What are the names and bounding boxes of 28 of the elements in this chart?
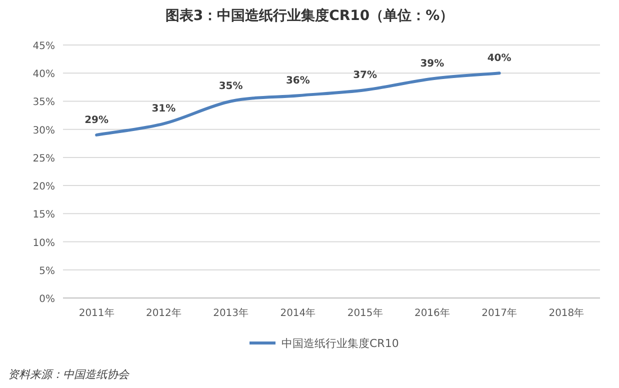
- data-label: 29%: [84, 114, 109, 126]
- x-tick-label: 2018年: [548, 307, 584, 319]
- legend-label: 中国造纸行业集度CR10: [282, 337, 399, 350]
- y-tick-label: 10%: [32, 238, 55, 249]
- y-tick-label: 15%: [32, 210, 55, 221]
- chart-title: 图表3：中国造纸行业集度CR10（单位：%）: [165, 7, 454, 24]
- x-tick-label: 2013年: [213, 307, 249, 319]
- data-label: 40%: [487, 53, 512, 64]
- y-tick-label: 40%: [32, 69, 55, 80]
- y-tick-label: 30%: [32, 125, 55, 136]
- data-label: 35%: [218, 81, 243, 92]
- data-label: 37%: [353, 70, 378, 81]
- data-label: 36%: [286, 76, 310, 87]
- y-tick-label: 20%: [32, 182, 55, 193]
- y-tick-label: 35%: [32, 97, 55, 108]
- text: 资料来源：中国造纸协会: [8, 368, 130, 381]
- y-tick-label: 45%: [32, 41, 55, 52]
- x-tick-label: 2014年: [280, 307, 316, 319]
- x-tick-label: 2015年: [347, 307, 383, 319]
- x-tick-label: 2016年: [414, 307, 450, 319]
- y-tick-label: 25%: [32, 153, 55, 164]
- y-tick-label: 0%: [39, 294, 55, 305]
- data-label: 31%: [152, 104, 176, 115]
- x-tick-label: 2012年: [146, 307, 182, 319]
- data-label: 39%: [420, 58, 444, 70]
- x-tick-label: 2017年: [482, 307, 518, 319]
- y-tick-label: 5%: [39, 266, 55, 277]
- x-tick-label: 2011年: [78, 307, 114, 319]
